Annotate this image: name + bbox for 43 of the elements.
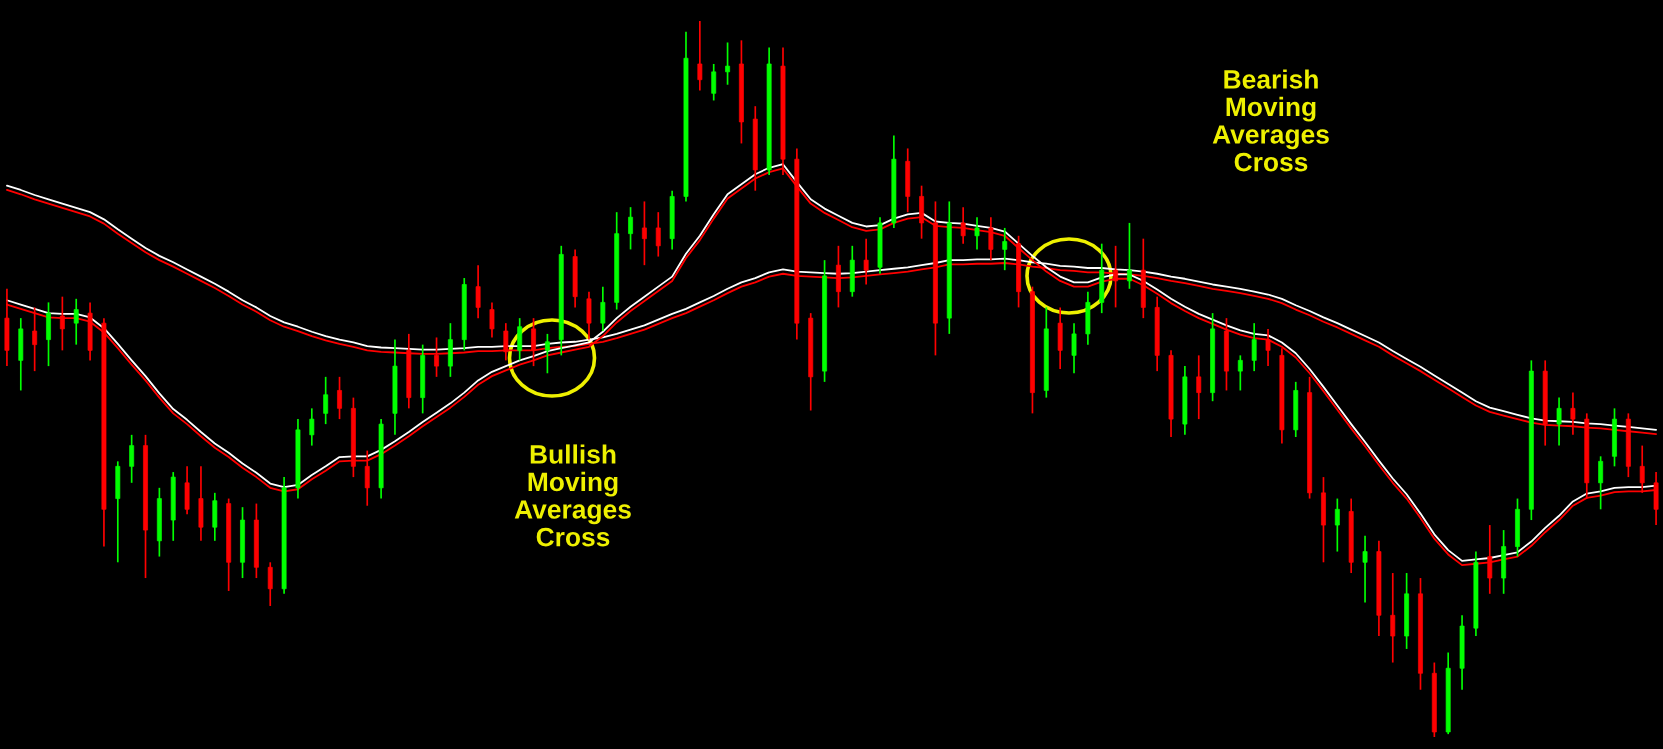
candlestick: [697, 20, 703, 92]
candlestick: [655, 211, 661, 258]
candlestick: [988, 216, 994, 261]
candlestick: [364, 449, 370, 507]
candlestick: [1639, 444, 1645, 494]
candlestick: [323, 376, 329, 425]
candlestick: [1113, 244, 1119, 309]
candlestick: [434, 336, 439, 378]
candlestick: [1127, 222, 1132, 290]
candlestick: [1196, 354, 1202, 420]
candlestick: [544, 333, 550, 375]
candlestick: [1265, 328, 1271, 367]
candlestick: [531, 317, 536, 367]
candlestick: [1071, 322, 1077, 375]
candlestick: [1334, 497, 1340, 553]
candlestick: [1002, 227, 1008, 272]
candlestick: [1556, 396, 1562, 447]
candlestick: [725, 41, 730, 86]
candlestick: [1598, 455, 1604, 511]
candlestick: [517, 317, 523, 362]
candlestick: [309, 407, 315, 447]
candlestick: [600, 285, 606, 332]
candlestick: [489, 301, 495, 339]
candlestick: [73, 297, 79, 346]
candlestick: [337, 376, 342, 420]
candlestick: [960, 206, 966, 245]
annotation: Bullish Moving Averages Cross: [514, 444, 631, 547]
candlestick: [641, 200, 647, 266]
candlestick: [711, 63, 717, 102]
candlestick: [1251, 322, 1257, 372]
candlestick: [129, 434, 135, 484]
candlestick: [1390, 572, 1396, 664]
candlestick: [974, 216, 980, 251]
candlestick: [475, 264, 481, 319]
candlestick: [503, 322, 509, 362]
annotation: Bearish Moving Averages Cross: [1212, 69, 1329, 172]
candlestick: [1237, 354, 1243, 392]
candlestick: [267, 561, 273, 607]
candlestick: [628, 206, 633, 251]
candlestick: [59, 295, 65, 352]
candlestick: [1362, 534, 1368, 604]
candlestick: [32, 306, 38, 372]
candlestick: [863, 237, 869, 286]
